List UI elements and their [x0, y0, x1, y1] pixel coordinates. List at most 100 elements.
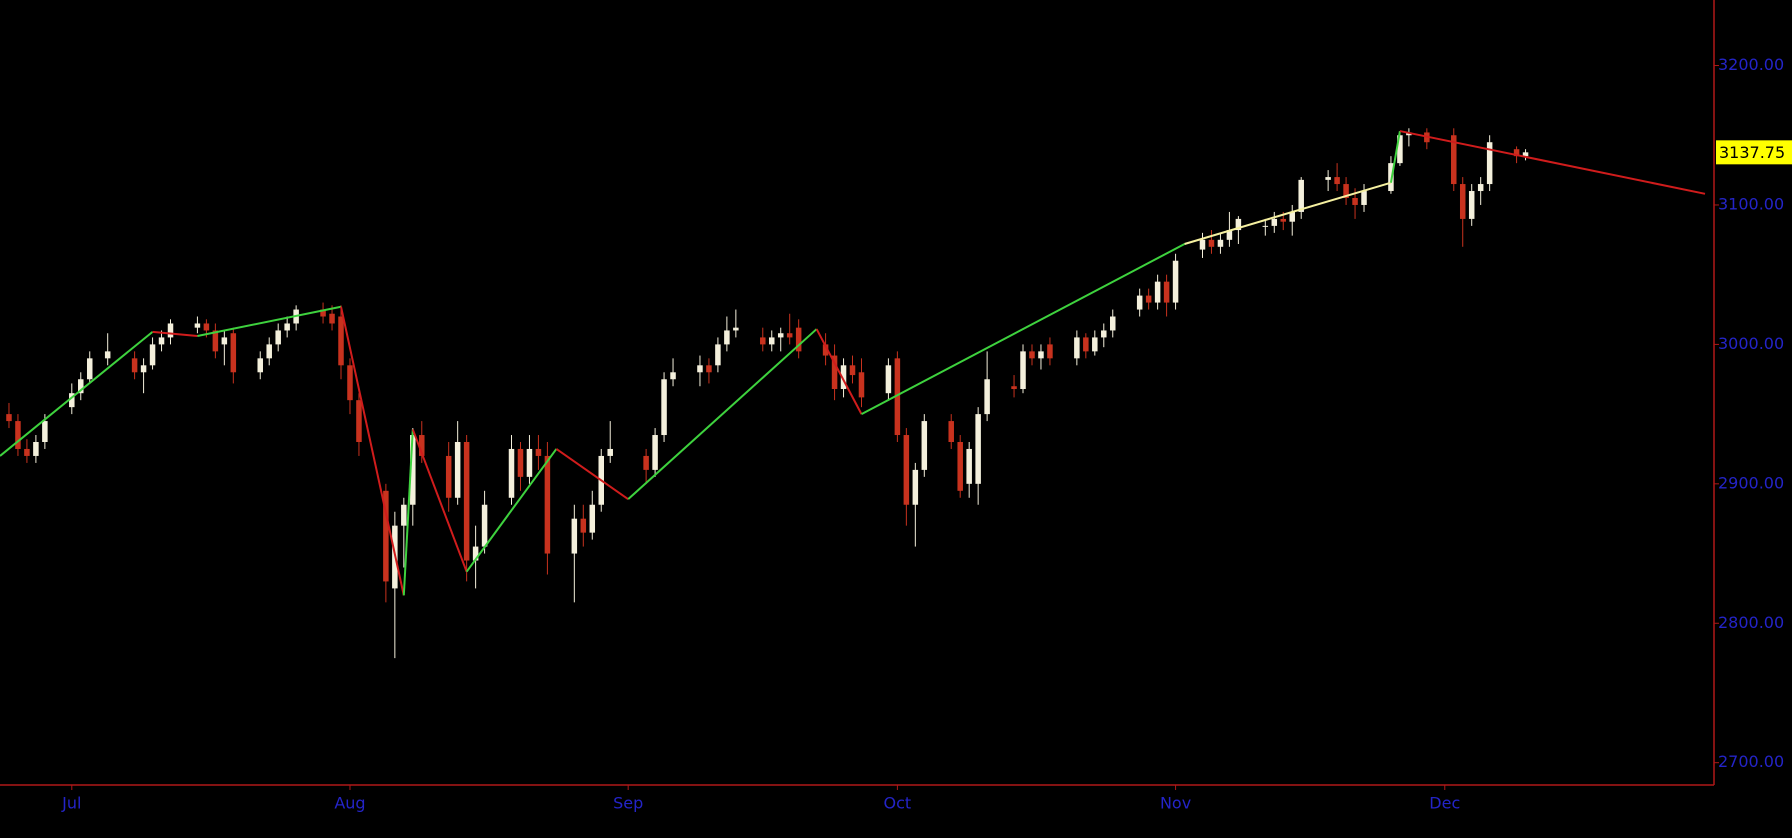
candle-body	[140, 365, 147, 373]
candle-body	[1154, 281, 1161, 303]
trend-line	[815, 328, 863, 415]
candle-body	[894, 358, 901, 436]
candle-body	[768, 337, 775, 345]
candle-body	[1172, 260, 1179, 303]
candle-body	[1101, 330, 1107, 338]
y-tick-label: 2900.00	[1718, 473, 1784, 492]
trend-line	[152, 330, 198, 338]
candle-body	[1298, 179, 1304, 212]
candle-body	[212, 330, 219, 352]
candle-body	[445, 455, 452, 498]
candle-body	[580, 518, 587, 533]
candle-body	[1451, 135, 1457, 185]
trend-line	[411, 429, 468, 573]
candle-body	[104, 351, 111, 359]
last-price-box	[1716, 140, 1792, 165]
candle-body	[257, 358, 263, 373]
candle-body	[589, 504, 596, 533]
candle-body	[33, 441, 39, 456]
candle-body	[831, 355, 838, 390]
y-tick-label: 3200.00	[1718, 55, 1784, 74]
candle-body	[921, 421, 928, 470]
candle-body	[86, 358, 93, 380]
candle-body	[1262, 225, 1269, 227]
candle-body	[1047, 344, 1053, 359]
candle-body	[329, 313, 335, 324]
candle-body	[454, 441, 461, 498]
candle-body	[607, 448, 613, 456]
candle-body	[1163, 281, 1170, 303]
candle-body	[42, 421, 48, 442]
candle-body	[320, 309, 326, 317]
y-tick-label: 3000.00	[1718, 334, 1784, 353]
candle-body	[1522, 152, 1529, 157]
candle-body	[661, 379, 667, 436]
candle-body	[912, 469, 919, 505]
candle-body	[706, 365, 712, 373]
candle-body	[822, 344, 829, 356]
candle-body	[1468, 191, 1475, 219]
candle-body	[795, 327, 802, 352]
candle-body	[526, 448, 533, 477]
candle-body	[724, 330, 730, 345]
trend-line	[197, 305, 342, 338]
trend-line	[0, 331, 154, 457]
candle-body	[840, 365, 847, 390]
candle-body	[69, 393, 75, 408]
candle-body	[1477, 184, 1484, 192]
candle-body	[1361, 191, 1367, 205]
candle-body	[1145, 295, 1152, 303]
candle-body	[194, 323, 201, 328]
candle-body	[1217, 239, 1224, 247]
candle-body	[131, 358, 138, 373]
candle-body	[463, 441, 470, 561]
trend-line	[555, 448, 629, 500]
candle-body	[78, 379, 84, 394]
candle-body	[1199, 239, 1206, 250]
candle-body	[1334, 177, 1340, 185]
candle-body	[786, 333, 793, 338]
candle-body	[903, 435, 910, 505]
trend-line	[1389, 130, 1401, 183]
trend-line	[465, 448, 558, 573]
candle-body	[849, 365, 856, 376]
candle-body	[347, 365, 353, 401]
candle-body	[1397, 135, 1403, 164]
candle-body	[356, 400, 362, 442]
trend-line	[402, 429, 414, 596]
candle-body	[1208, 239, 1215, 247]
candle-body	[1513, 149, 1520, 157]
candle-body	[221, 337, 228, 345]
last-price-label: 3137.75	[1719, 143, 1785, 162]
y-tick-label: 2700.00	[1718, 752, 1784, 771]
candle-body	[715, 344, 721, 366]
candle-body	[777, 333, 784, 338]
x-tick-label: Aug	[334, 794, 365, 813]
y-tick-label: 2800.00	[1718, 613, 1784, 632]
x-tick-label: Sep	[613, 794, 643, 813]
candle-body	[230, 333, 237, 373]
candle-body	[508, 448, 515, 498]
candle-body	[733, 327, 739, 331]
candle-body	[338, 316, 344, 366]
candle-body	[984, 379, 990, 415]
candle-body	[697, 365, 703, 373]
trend-line	[627, 328, 818, 500]
candle-body	[1083, 337, 1089, 352]
x-tick-label: Jul	[61, 794, 81, 813]
candle-body	[652, 435, 658, 470]
candle-body	[472, 546, 479, 561]
candle-body	[1280, 218, 1287, 222]
candle-body	[401, 504, 407, 526]
candle-body	[571, 518, 578, 554]
candle-body	[15, 421, 21, 449]
candle-body	[885, 365, 892, 394]
candle-body	[1226, 230, 1233, 240]
candle-body	[1352, 197, 1358, 205]
candle-body	[975, 414, 981, 484]
candle-body	[966, 448, 972, 484]
trend-line	[861, 243, 1186, 415]
candle-body	[1092, 337, 1098, 352]
candle-body	[410, 435, 416, 505]
